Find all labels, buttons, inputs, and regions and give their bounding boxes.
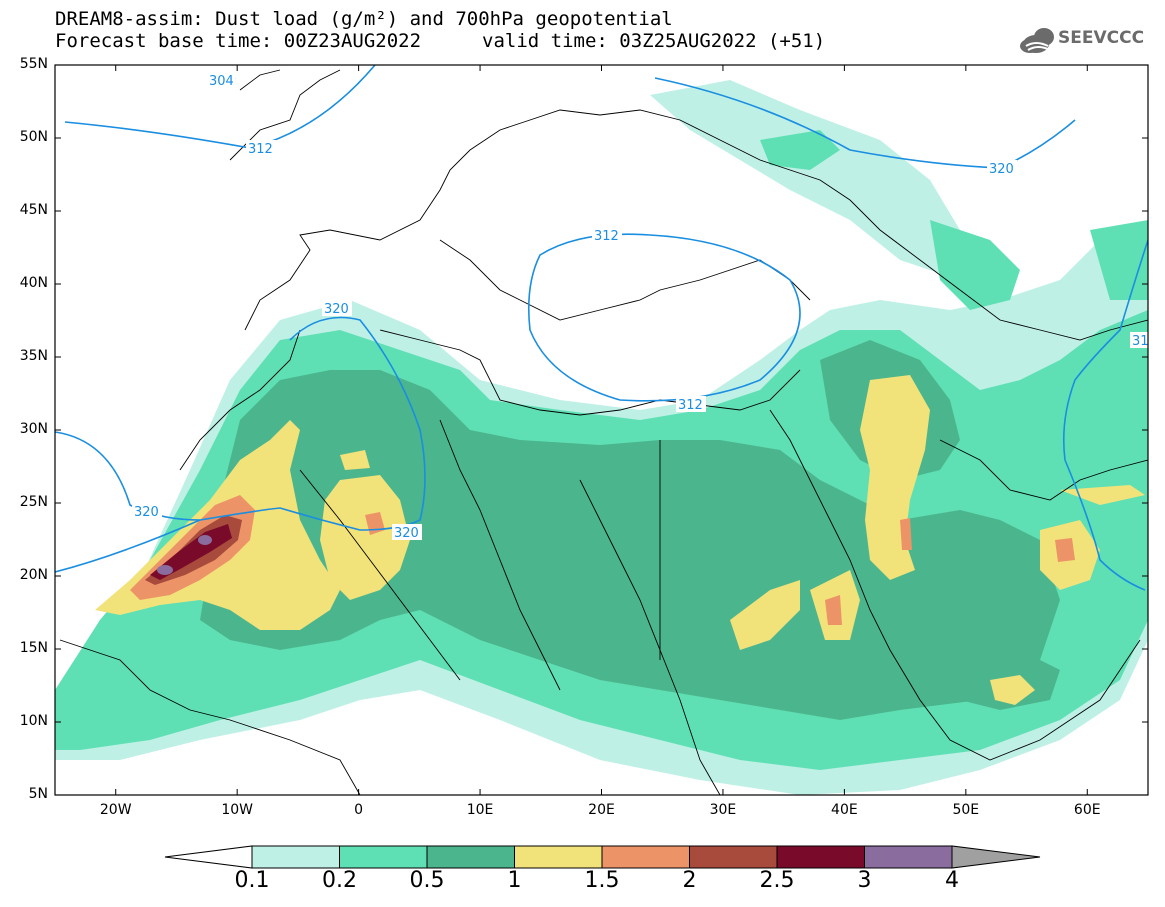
colorbar-swatch	[864, 845, 953, 869]
contour-label-320-b: 320	[324, 302, 349, 317]
lon-label: 30E	[709, 802, 737, 818]
lon-label: 10E	[466, 802, 494, 818]
contour-label-312-c: 312	[678, 398, 703, 413]
coastlines	[59, 69, 1148, 795]
lat-label: 5N	[28, 786, 48, 802]
lat-label: 50N	[19, 129, 48, 145]
map-title: DREAM8-assim: Dust load (g/m²) and 700hP…	[55, 8, 673, 30]
lat-label: 10N	[19, 713, 48, 729]
dust-region-purple	[157, 565, 173, 575]
colorbar	[164, 845, 1041, 869]
colorbar-max-arrow	[951, 845, 1041, 869]
colorbar-label: 2	[682, 868, 697, 893]
lon-label: 10W	[221, 802, 253, 818]
lon-label: 40E	[831, 802, 858, 818]
lon-label: 50E	[952, 802, 980, 818]
axis-ticks	[55, 64, 1148, 796]
lat-label: 55N	[19, 56, 48, 72]
contour-labels: 304 312 320 312 312 320 320 320 31	[132, 72, 1149, 541]
colorbar-label: 4	[945, 868, 959, 893]
colorbar-label: 0.5	[409, 868, 445, 893]
contour-label-312-b: 312	[594, 229, 619, 244]
contour-label-312-a: 312	[248, 142, 273, 157]
colorbar-swatch	[776, 845, 865, 869]
contour-label-320-a: 320	[989, 162, 1014, 177]
dust-region-darkred	[150, 524, 232, 580]
colorbar-swatch	[601, 845, 690, 869]
lon-label: 0	[354, 802, 364, 818]
lat-label: 40N	[19, 275, 48, 291]
colorbar-label: 2.5	[759, 868, 795, 893]
contour-label-320-c: 320	[134, 505, 159, 520]
forecast-base-time: Forecast base time: 00Z23AUG2022	[55, 30, 422, 52]
colorbar-label: 1	[507, 868, 522, 893]
colorbar-label: 0.1	[234, 868, 270, 893]
lon-label: 20W	[99, 802, 132, 818]
cloud-logo-icon	[1020, 28, 1054, 53]
colorbar-label: 0.2	[322, 868, 357, 893]
lat-label: 25N	[19, 494, 48, 510]
lat-label: 20N	[19, 567, 48, 583]
lat-label: 30N	[19, 421, 48, 437]
colorbar-min-arrow	[164, 845, 253, 869]
lat-label: 35N	[19, 348, 48, 364]
colorbar-swatch	[251, 845, 340, 869]
dust-field: 304 312 320 312 312 320 320 320 31	[55, 65, 1149, 795]
lon-label: 20E	[588, 802, 615, 818]
colorbar-swatch	[426, 845, 515, 869]
colorbar-swatch	[339, 845, 428, 869]
contour-label-31: 31	[1132, 334, 1149, 349]
logo-text: SEEVCCC	[1058, 28, 1145, 48]
lat-label: 15N	[19, 640, 48, 656]
valid-time: valid time: 03Z25AUG2022 (+51)	[482, 30, 826, 52]
contour-label-320-d: 320	[394, 526, 419, 541]
colorbar-swatch	[689, 845, 778, 869]
lat-label: 45N	[19, 202, 48, 218]
colorbar-label: 3	[857, 868, 872, 893]
colorbar-label: 1.5	[584, 868, 620, 893]
colorbar-swatch	[514, 845, 603, 869]
contour-label-304: 304	[209, 74, 234, 89]
lon-label: 60E	[1073, 802, 1101, 818]
